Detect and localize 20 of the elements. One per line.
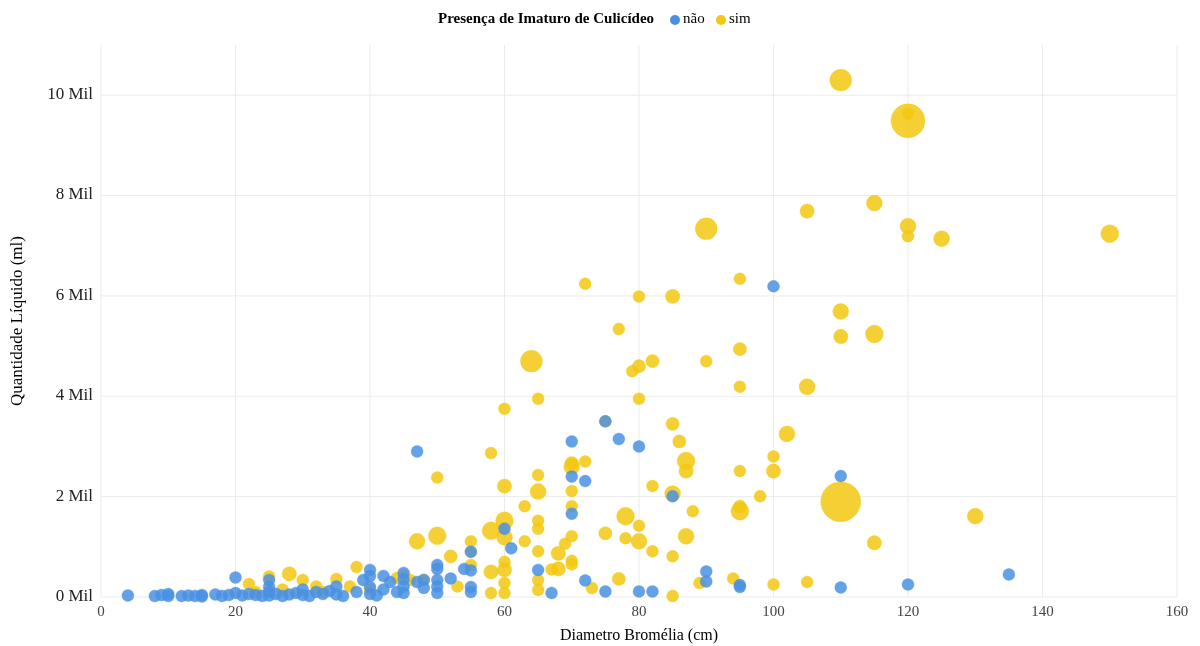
legend-title: Presença de Imaturo de Culicídeo — [438, 10, 655, 27]
y-tick-label: 10 Mil — [47, 84, 94, 104]
x-tick-label: 40 — [362, 603, 378, 619]
x-tick-label: 120 — [896, 603, 920, 619]
y-tick-label: 8 Mil — [55, 184, 94, 204]
y-tick-label: 0 Mil — [55, 585, 94, 605]
x-tick-label: 160 — [1165, 603, 1189, 619]
x-tick-label: 80 — [631, 603, 647, 619]
x-tick-label: 60 — [497, 603, 512, 619]
y-tick-label: 4 Mil — [55, 385, 94, 405]
y-tick-label: 6 Mil — [55, 284, 94, 304]
legend-label: sim — [729, 10, 751, 27]
x-tick-label: 100 — [762, 603, 785, 619]
x-tick-label: 20 — [228, 603, 243, 619]
x-axis-title: Diametro Bromélia (cm) — [559, 626, 719, 644]
x-tick-label: 0 — [97, 603, 105, 619]
legend-label: não — [683, 10, 705, 27]
y-tick-label: 2 Mil — [55, 485, 94, 505]
y-axis-title: Quantidade Líquido (ml) — [7, 236, 26, 406]
x-tick-label: 140 — [1031, 603, 1054, 619]
